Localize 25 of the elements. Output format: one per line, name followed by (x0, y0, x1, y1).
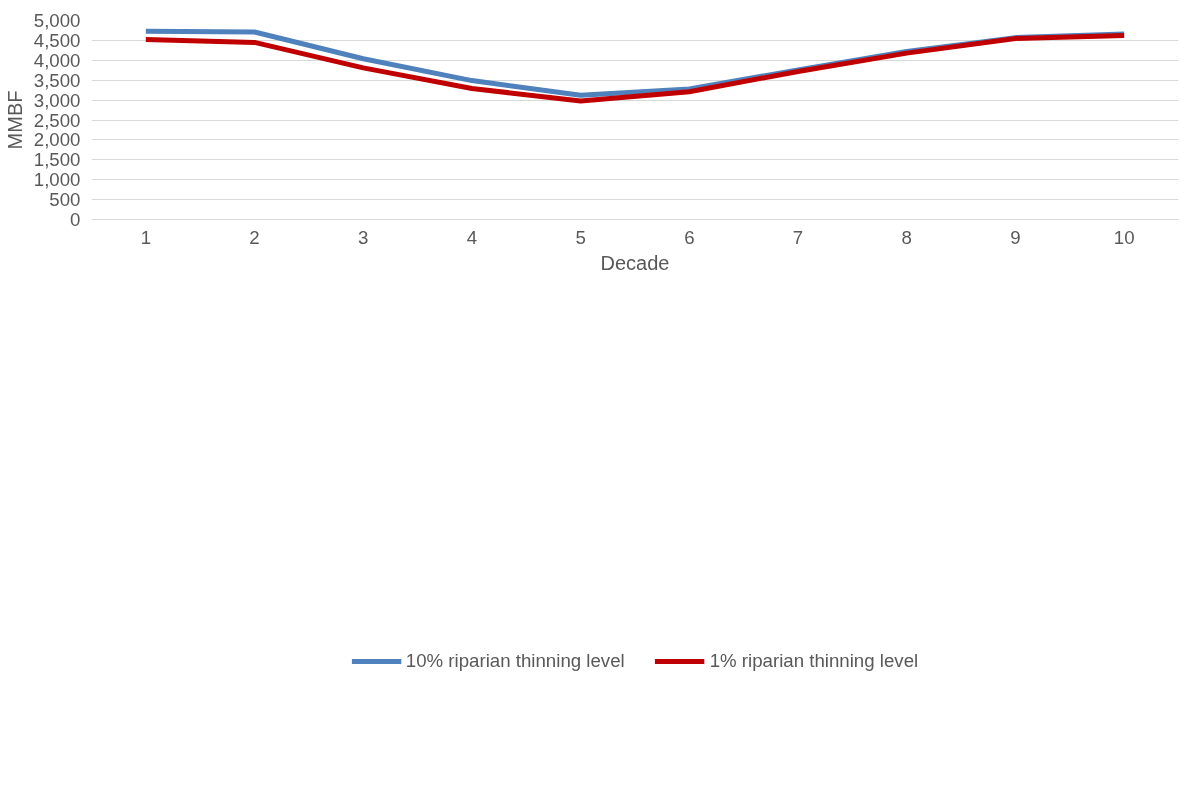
y-axis-title: MMBF (3, 90, 26, 150)
y-tick-label: 4,000 (33, 49, 81, 71)
x-tick-label: 2 (249, 226, 260, 248)
x-tick-label: 4 (466, 226, 478, 248)
x-tick-label: 9 (1010, 226, 1021, 248)
x-tick-label: 6 (684, 226, 695, 248)
x-tick-label: 3 (358, 226, 369, 248)
y-tick-label: 2,000 (33, 129, 81, 151)
y-tick-label: 3,000 (33, 89, 81, 111)
x-tick-label: 7 (792, 226, 804, 248)
y-tick-label: 1,000 (33, 169, 81, 191)
y-tick-label: 1,500 (33, 149, 81, 171)
y-tick-label: 2,500 (33, 109, 81, 131)
y-tick-label: 500 (49, 189, 81, 211)
x-tick-label: 8 (901, 226, 912, 248)
x-tick-label: 10 (1113, 226, 1135, 248)
y-tick-label: 0 (70, 209, 81, 230)
x-axis-title: Decade (600, 251, 670, 274)
legend-label: 10% riparian thinning level (405, 649, 625, 672)
x-tick-label: 1 (140, 226, 152, 248)
y-tick-label: 3,500 (33, 69, 81, 91)
y-tick-label: 5,000 (33, 10, 81, 31)
y-tick-label: 4,500 (33, 29, 81, 51)
x-tick-label: 5 (575, 226, 586, 248)
legend-label: 1% riparian thinning level (709, 649, 919, 672)
